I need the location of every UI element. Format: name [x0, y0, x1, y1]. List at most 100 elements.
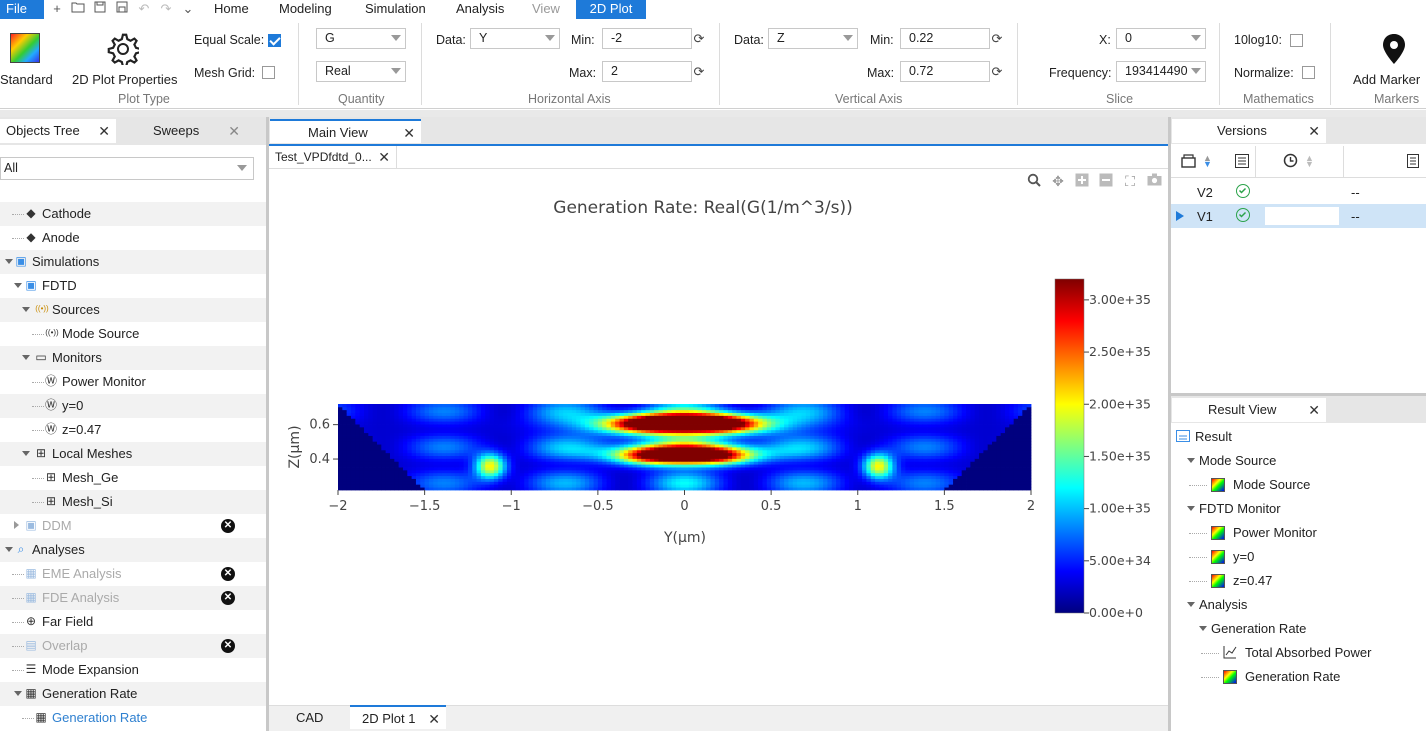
tree-item-ddm[interactable]: ▣ DDM ✕	[0, 514, 266, 538]
heatmap-cell	[437, 438, 443, 442]
equal-scale-checkbox[interactable]	[268, 34, 281, 47]
heatmap-cell	[372, 447, 378, 451]
camera-icon[interactable]	[1146, 173, 1162, 189]
tree-item-monitors[interactable]: ▭ Monitors	[0, 346, 266, 370]
collapse-arrow-icon[interactable]	[5, 547, 13, 552]
zoom-icon[interactable]	[1026, 173, 1042, 189]
add-marker-button[interactable]: Add Marker	[1353, 72, 1421, 87]
plot-properties-button[interactable]: 2D Plot Properties	[72, 72, 178, 87]
close-icon[interactable]: ✕	[228, 123, 240, 139]
menu-modeling[interactable]: Modeling	[279, 1, 332, 16]
refresh-icon[interactable]: ⟳	[991, 64, 1003, 79]
horizontal-data-select[interactable]: Y	[470, 28, 560, 49]
reset-axes-icon[interactable]: ⛶	[1125, 173, 1135, 189]
heatmap-cell	[667, 444, 672, 448]
undo-icon[interactable]: ↶	[138, 1, 150, 16]
plot-area[interactable]: Generation Rate: Real(G(1/m^3/s)) −2 −1.5…	[269, 169, 1170, 705]
close-icon[interactable]: ✕	[378, 149, 390, 165]
heatmap-cell	[597, 421, 603, 425]
vertical-data-select[interactable]: Z	[768, 28, 858, 49]
menu-simulation[interactable]: Simulation	[365, 1, 426, 16]
file-menu[interactable]: File	[0, 0, 44, 19]
heatmap-cell	[901, 426, 906, 431]
horizontal-min-input[interactable]: -2	[602, 28, 692, 49]
tree-item-sources[interactable]: ((•)) Sources	[0, 298, 266, 322]
tree-item-simulations[interactable]: ▣ Simulations	[0, 250, 266, 274]
heatmap-cell	[597, 429, 603, 434]
collapse-arrow-icon[interactable]	[22, 355, 30, 360]
tab-main-view[interactable]: Main View ✕	[270, 119, 421, 143]
heatmap-cell	[918, 447, 924, 451]
zoom-in-icon[interactable]	[1074, 173, 1090, 189]
zoom-out-icon[interactable]	[1098, 173, 1114, 189]
splitter[interactable]	[266, 117, 269, 731]
tree-item-fde-analysis[interactable]: ▦ FDE Analysis ✕	[0, 586, 266, 610]
normalize-checkbox[interactable]	[1302, 66, 1315, 79]
tree-item-anode[interactable]: ◆ Anode	[0, 226, 266, 250]
mesh-grid-checkbox[interactable]	[262, 66, 275, 79]
heatmap-cell	[415, 412, 421, 416]
pan-icon[interactable]: ✥	[1052, 173, 1064, 189]
collapse-arrow-icon[interactable]	[22, 307, 30, 312]
tree-item-power-monitor[interactable]: Ⓦ Power Monitor	[0, 370, 266, 394]
tree-item-mode-expansion[interactable]: ☰ Mode Expansion	[0, 658, 266, 682]
tree-item-generation-rate-analysis[interactable]: ▦ Generation Rate	[0, 682, 266, 706]
heatmap-cell	[355, 424, 361, 428]
tree-item-cathode[interactable]: ◆ Cathode	[0, 202, 266, 226]
standard-button[interactable]: Standard	[0, 72, 53, 87]
tree-item-analyses[interactable]: ⌕ Analyses	[0, 538, 266, 562]
menu-analysis[interactable]: Analysis	[456, 1, 505, 16]
heatmap-cell	[701, 461, 707, 465]
tab-objects-tree[interactable]: Objects Tree ✕	[0, 119, 116, 143]
save-icon[interactable]	[92, 1, 108, 17]
colormap-standard-icon[interactable]	[10, 33, 40, 63]
quantity-select[interactable]: G	[316, 28, 406, 49]
collapse-arrow-icon[interactable]	[14, 283, 22, 288]
open-folder-icon[interactable]	[70, 1, 86, 17]
collapse-arrow-icon[interactable]	[22, 451, 30, 456]
gear-icon[interactable]	[107, 33, 142, 68]
tree-item-mesh-si[interactable]: ⊞ Mesh_Si	[0, 490, 266, 514]
slice-x-select[interactable]: 0	[1116, 28, 1206, 49]
heatmap-cell	[654, 441, 659, 445]
new-icon[interactable]: +	[53, 1, 61, 16]
vertical-max-input[interactable]: 0.72	[900, 61, 990, 82]
expand-arrow-icon[interactable]	[14, 521, 19, 529]
map-pin-icon[interactable]	[1382, 33, 1406, 65]
close-icon[interactable]: ✕	[98, 123, 110, 139]
collapse-arrow-icon[interactable]	[5, 259, 13, 264]
close-icon[interactable]: ✕	[403, 125, 415, 141]
tab-document[interactable]: Test_VPDfdtd_0... ✕	[270, 146, 397, 168]
tree-item-far-field[interactable]: ⊕ Far Field	[0, 610, 266, 634]
tab-sweeps[interactable]: Sweeps ✕	[118, 119, 246, 143]
vertical-min-input[interactable]: 0.22	[900, 28, 990, 49]
redo-icon[interactable]: ↷	[160, 1, 172, 16]
refresh-icon[interactable]: ⟳	[693, 64, 705, 79]
refresh-icon[interactable]: ⟳	[991, 31, 1003, 46]
chevron-down-icon[interactable]: ⌄	[182, 1, 194, 16]
quantity-part-select[interactable]: Real	[316, 61, 406, 82]
heatmap-cell	[485, 487, 490, 491]
tree-item-mode-source[interactable]: ((•)) Mode Source	[0, 322, 266, 346]
save-as-icon[interactable]	[114, 1, 130, 17]
collapse-arrow-icon[interactable]	[14, 691, 22, 696]
refresh-icon[interactable]: ⟳	[693, 31, 705, 46]
tree-item-eme-analysis[interactable]: ▦ EME Analysis ✕	[0, 562, 266, 586]
tree-item-overlap[interactable]: ▤ Overlap ✕	[0, 634, 266, 658]
heatmap-cell	[411, 472, 417, 477]
log-checkbox[interactable]	[1290, 34, 1303, 47]
tree-item-mesh-ge[interactable]: ⊞ Mesh_Ge	[0, 466, 266, 490]
tree-filter-select[interactable]: All	[0, 157, 254, 180]
heatmap-cell	[519, 469, 525, 474]
frequency-select[interactable]: 193414490	[1116, 61, 1206, 82]
menu-home[interactable]: Home	[214, 1, 249, 16]
menu-2d-plot[interactable]: 2D Plot	[576, 0, 646, 19]
menu-view[interactable]: View	[532, 1, 560, 16]
tree-item-fdtd[interactable]: ▣ FDTD	[0, 274, 266, 298]
tree-item-generation-rate-result[interactable]: ▦ Generation Rate	[0, 706, 266, 730]
horizontal-max-input[interactable]: 2	[602, 61, 692, 82]
tree-item-local-meshes[interactable]: ⊞ Local Meshes	[0, 442, 266, 466]
heatmap-cell	[944, 475, 950, 479]
